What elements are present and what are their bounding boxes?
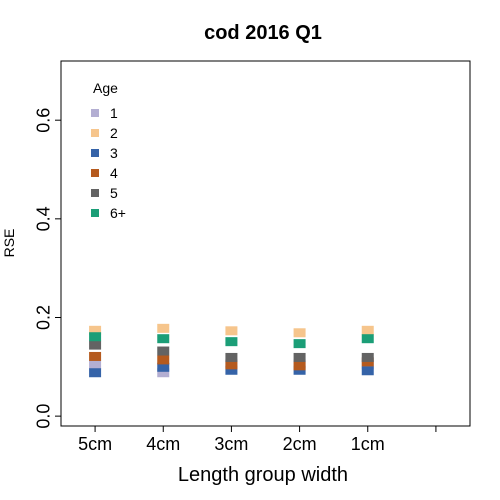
legend-swatch (91, 169, 99, 177)
legend-label: 2 (110, 125, 118, 141)
legend-swatch (91, 129, 99, 137)
point-age-5-3cm (225, 352, 238, 362)
point-age-5-4cm (157, 346, 170, 356)
y-tick-label: 0.2 (33, 305, 53, 330)
x-axis: 5cm 4cm 3cm 2cm 1cm (78, 426, 437, 454)
point-age-2-3cm (225, 326, 238, 336)
legend-swatch (91, 209, 99, 217)
data-marks (89, 323, 374, 378)
legend: Age 1 2 3 4 5 6+ (91, 80, 126, 221)
point-age-3-5cm (89, 368, 102, 378)
y-tick-label: 0.0 (33, 404, 53, 429)
legend-label: 1 (110, 105, 118, 121)
point-age-5-1cm (361, 352, 374, 362)
legend-label: 3 (110, 145, 118, 161)
legend-title: Age (93, 80, 118, 96)
legend-label: 4 (110, 165, 118, 181)
legend-swatch (91, 189, 99, 197)
point-age-2-1cm (361, 325, 374, 335)
x-tick-label: 1cm (351, 434, 385, 454)
point-age-1-5cm (89, 360, 102, 370)
point-age-4-3cm (225, 360, 238, 370)
x-tick-label: 2cm (283, 434, 317, 454)
point-age-2-5cm (89, 325, 102, 335)
y-tick-label: 0.6 (33, 108, 53, 133)
point-age-4-2cm (293, 361, 306, 371)
point-age-2-2cm (293, 328, 306, 338)
y-tick-label: 0.4 (33, 206, 53, 231)
point-age-5-2cm (293, 352, 306, 362)
x-tick-label: 3cm (214, 434, 248, 454)
point-age-6plus-5cm (89, 332, 102, 342)
legend-label: 5 (110, 185, 118, 201)
plot-frame (60, 60, 471, 427)
y-axis: 0.0 0.2 0.4 0.6 (33, 108, 61, 429)
point-age-6plus-4cm (157, 334, 170, 344)
point-age-6plus-2cm (293, 339, 306, 349)
x-axis-title: Length group width (178, 464, 348, 486)
legend-label: 6+ (110, 205, 126, 221)
point-age-5-5cm (89, 340, 102, 350)
chart-title: cod 2016 Q1 (204, 22, 322, 44)
point-age-3-3cm (225, 365, 238, 375)
y-axis-title: RSE (1, 229, 17, 258)
point-age-3-1cm (361, 366, 374, 376)
x-tick-label: 5cm (78, 434, 112, 454)
legend-swatch (91, 109, 99, 117)
point-age-4-5cm (89, 351, 102, 361)
point-age-4-4cm (157, 355, 170, 365)
point-age-3-4cm (157, 362, 170, 372)
point-age-2-4cm (157, 323, 170, 333)
point-age-6plus-1cm (361, 334, 374, 344)
point-age-1-4cm (157, 368, 170, 378)
legend-swatch (91, 149, 99, 157)
x-tick-label: 4cm (146, 434, 180, 454)
point-age-6plus-3cm (225, 337, 238, 347)
